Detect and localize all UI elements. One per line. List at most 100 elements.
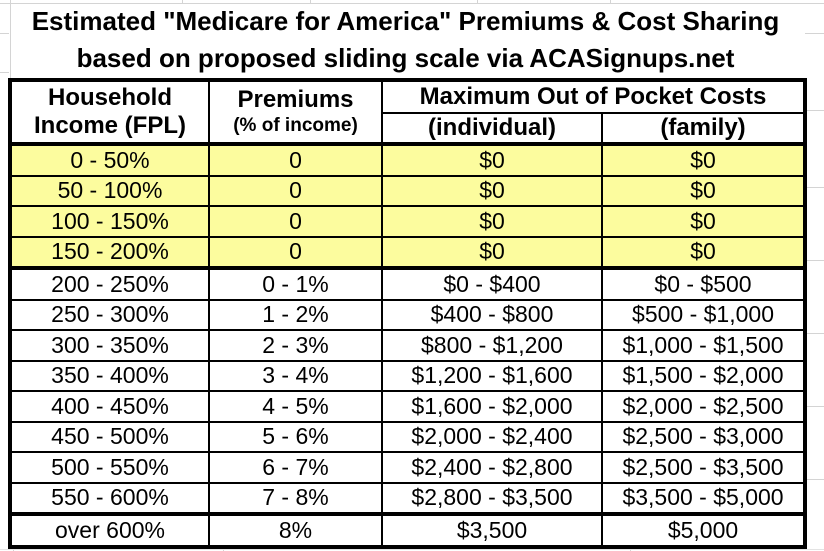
cell-income: 200 - 250% [9, 266, 210, 301]
table-row: 350 - 400% 3 - 4% $1,200 - $1,600 $1,500… [9, 359, 807, 392]
header-household-income-line1: Household [48, 84, 172, 111]
cell-moop-family: $2,500 - $3,500 [600, 451, 807, 484]
header-premiums-line1: Premiums [237, 86, 354, 113]
spreadsheet-gridline [0, 33, 9, 34]
cell-premium: 0 [208, 174, 383, 207]
cell-moop-family: $2,000 - $2,500 [600, 390, 807, 423]
cell-moop-family: $0 [600, 174, 807, 207]
cell-premium: 5 - 6% [208, 420, 383, 453]
header-household-income: Household Income (FPL) [9, 79, 210, 146]
header-family: (family) [600, 112, 807, 146]
spreadsheet-gridline [477, 0, 478, 4]
table-row: 100 - 150% 0 $0 $0 [9, 205, 807, 238]
cell-premium: 6 - 7% [208, 451, 383, 484]
cell-income: 50 - 100% [9, 174, 210, 207]
header-household-income-line2: Income (FPL) [33, 112, 186, 139]
cell-moop-family: $500 - $1,000 [600, 298, 807, 331]
table-title-line1: Estimated "Medicare for America" Premium… [31, 6, 780, 36]
table-row: 550 - 600% 7 - 8% $2,800 - $3,500 $3,500… [9, 481, 807, 515]
cell-premium: 0 [208, 143, 383, 177]
cell-income: 400 - 450% [9, 390, 210, 423]
cell-premium: 0 [208, 205, 383, 238]
spreadsheet-gridline [0, 3, 824, 4]
spreadsheet-gridline [805, 406, 824, 407]
table-row: 250 - 300% 1 - 2% $400 - $800 $500 - $1,… [9, 298, 807, 331]
cell-moop-individual: $1,600 - $2,000 [381, 390, 603, 423]
spreadsheet-gridline [310, 0, 311, 4]
cell-moop-individual: $2,800 - $3,500 [381, 481, 603, 515]
table-row: 450 - 500% 5 - 6% $2,000 - $2,400 $2,500… [9, 420, 807, 453]
spreadsheet-gridline [630, 546, 631, 551]
cell-income: 250 - 300% [9, 298, 210, 331]
cell-moop-family: $0 - $500 [600, 266, 807, 301]
table-row: 50 - 100% 0 $0 $0 [9, 174, 807, 207]
cell-moop-individual: $2,000 - $2,400 [381, 420, 603, 453]
cell-premium: 4 - 5% [208, 390, 383, 423]
table-row: 200 - 250% 0 - 1% $0 - $400 $0 - $500 [9, 266, 807, 301]
cell-moop-individual: $0 - $400 [381, 266, 603, 301]
cell-premium: 8% [208, 512, 383, 548]
cell-moop-individual: $0 [381, 205, 603, 238]
cell-moop-family: $2,500 - $3,000 [600, 420, 807, 453]
spreadsheet-gridline [805, 260, 824, 261]
cell-premium: 0 - 1% [208, 266, 383, 301]
cell-premium: 3 - 4% [208, 359, 383, 392]
header-premiums: Premiums (% of income) [208, 79, 383, 146]
header-individual: (individual) [381, 112, 603, 146]
cell-income: 150 - 200% [9, 235, 210, 269]
cell-income: 450 - 500% [9, 420, 210, 453]
cell-moop-family: $1,500 - $2,000 [600, 359, 807, 392]
cell-moop-individual: $800 - $1,200 [381, 329, 603, 362]
spreadsheet-gridline [0, 549, 824, 550]
table-row: 500 - 550% 6 - 7% $2,400 - $2,800 $2,500… [9, 451, 807, 484]
cell-premium: 1 - 2% [208, 298, 383, 331]
header-max-out-of-pocket: Maximum Out of Pocket Costs [380, 79, 807, 114]
spreadsheet-gridline [805, 187, 824, 188]
spreadsheet-gridline [182, 0, 183, 4]
spreadsheet-gridline [223, 546, 224, 551]
cell-moop-family: $0 [600, 143, 807, 177]
cell-premium: 0 [208, 235, 383, 269]
spreadsheet-gridline [805, 33, 824, 34]
spreadsheet-gridline [10, 0, 11, 78]
premiums-cost-sharing-table: Household Income (FPL) Premiums (% of in… [8, 78, 808, 549]
cell-income: 300 - 350% [9, 329, 210, 362]
cell-moop-individual: $2,400 - $2,800 [381, 451, 603, 484]
cell-income: 0 - 50% [9, 143, 210, 177]
cell-moop-individual: $3,500 [381, 512, 603, 548]
table-title-line2: based on proposed sliding scale via ACAS… [76, 43, 735, 73]
cell-premium: 2 - 3% [208, 329, 383, 362]
spreadsheet-gridline [0, 72, 9, 73]
table-row: over 600% 8% $3,500 $5,000 [9, 512, 807, 548]
table-row: 0 - 50% 0 $0 $0 [9, 143, 807, 177]
table-body: 0 - 50% 0 $0 $0 50 - 100% 0 $0 $0 100 - … [9, 143, 807, 548]
table-row: 400 - 450% 4 - 5% $1,600 - $2,000 $2,000… [9, 390, 807, 423]
cell-moop-individual: $0 [381, 174, 603, 207]
cell-moop-family: $3,500 - $5,000 [600, 481, 807, 515]
spreadsheet-gridline [805, 333, 824, 334]
spreadsheet-gridline [13, 546, 14, 551]
cell-moop-individual: $1,200 - $1,600 [381, 359, 603, 392]
cell-moop-family: $0 [600, 235, 807, 269]
cell-moop-family: $5,000 [600, 512, 807, 548]
cell-moop-family: $1,000 - $1,500 [600, 329, 807, 362]
cell-moop-individual: $0 [381, 143, 603, 177]
cell-moop-individual: $400 - $800 [381, 298, 603, 331]
table-header: Household Income (FPL) Premiums (% of in… [9, 79, 807, 146]
cell-income: over 600% [9, 512, 210, 548]
spreadsheet-gridline [805, 479, 824, 480]
cell-income: 350 - 400% [9, 359, 210, 392]
spreadsheet-gridline [610, 0, 611, 4]
table-row: 150 - 200% 0 $0 $0 [9, 235, 807, 269]
table-row: 300 - 350% 2 - 3% $800 - $1,200 $1,000 -… [9, 329, 807, 362]
cell-income: 500 - 550% [9, 451, 210, 484]
cell-premium: 7 - 8% [208, 481, 383, 515]
cell-income: 100 - 150% [9, 205, 210, 238]
cell-income: 550 - 600% [9, 481, 210, 515]
cell-moop-individual: $0 [381, 235, 603, 269]
table-title: Estimated "Medicare for America" Premium… [8, 3, 803, 77]
header-premiums-line2: (% of income) [233, 115, 358, 136]
spreadsheet-gridline [805, 110, 824, 111]
cell-moop-family: $0 [600, 205, 807, 238]
